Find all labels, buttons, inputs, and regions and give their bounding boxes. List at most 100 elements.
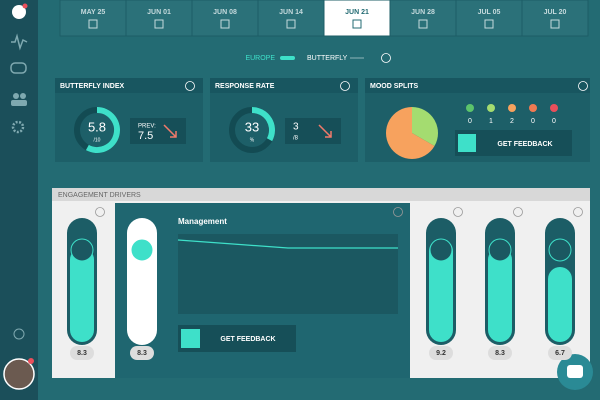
- tab-icon: [88, 19, 98, 29]
- tab-icon: [418, 19, 428, 29]
- card-header: [210, 78, 358, 93]
- date-tab-label[interactable]: JUN 08: [213, 9, 237, 16]
- notification-dot: [22, 3, 28, 9]
- date-tab-label[interactable]: JUL 05: [478, 9, 501, 16]
- mood-count: 0: [552, 118, 556, 125]
- tab-icon: [220, 19, 230, 29]
- legend-label[interactable]: BUTTERFLY: [307, 55, 348, 62]
- value-badge: [130, 346, 154, 360]
- card-title: RESPONSE RATE: [215, 83, 275, 90]
- driver-value: 9.2: [436, 350, 446, 357]
- trend-line: [177, 239, 398, 249]
- info-icon[interactable]: [578, 81, 588, 91]
- date-tab-label[interactable]: JUN 21: [345, 9, 369, 16]
- card-header: [365, 78, 590, 93]
- prev-value: 7.5: [138, 130, 153, 142]
- responses: 3: [293, 122, 299, 133]
- info-icon[interactable]: [13, 328, 25, 340]
- card-header: [55, 78, 203, 93]
- people-icon[interactable]: [13, 93, 19, 99]
- trend-chart: [178, 234, 398, 314]
- settings-icon[interactable]: [11, 120, 25, 134]
- gauge-arc: [85, 107, 120, 153]
- responses-total: /8: [293, 136, 299, 142]
- driver-fill: [548, 266, 572, 342]
- pulse-icon[interactable]: [11, 33, 28, 51]
- value-badge: [70, 346, 94, 360]
- driver-value: 8.3: [495, 350, 505, 357]
- section-header: [52, 188, 590, 201]
- gauge-unit: %: [250, 137, 255, 143]
- info-icon[interactable]: [95, 207, 105, 217]
- toggle[interactable]: [280, 56, 295, 60]
- tab-icon: [352, 19, 362, 29]
- driver-fill: [70, 247, 94, 342]
- people-icon: [20, 93, 26, 99]
- date-tab[interactable]: [191, 0, 259, 37]
- date-tab[interactable]: [125, 0, 193, 37]
- date-tab-label[interactable]: JUN 01: [147, 9, 171, 16]
- driver-icon: [488, 238, 512, 262]
- prev-label: PREV:: [138, 124, 156, 130]
- info-icon[interactable]: [381, 53, 391, 63]
- date-tab-label[interactable]: JUN 14: [279, 9, 303, 16]
- mood-count: 2: [510, 118, 514, 125]
- info-icon[interactable]: [573, 207, 583, 217]
- sidebar: [0, 0, 38, 400]
- driver-name: Management: [178, 217, 227, 226]
- info-icon[interactable]: [453, 207, 463, 217]
- date-tab[interactable]: [257, 0, 325, 37]
- date-tab[interactable]: [323, 0, 391, 37]
- driver-fill: [429, 239, 453, 342]
- info-icon[interactable]: [513, 207, 523, 217]
- gauge-value: 33: [245, 119, 259, 134]
- tab-icon: [484, 19, 494, 29]
- chat-icon[interactable]: [10, 62, 27, 74]
- value-badge: [429, 346, 453, 360]
- mood-emoji: [508, 104, 516, 112]
- date-tab[interactable]: [389, 0, 457, 37]
- date-tab-label[interactable]: JUL 20: [544, 9, 567, 16]
- legend-label[interactable]: EUROPE: [245, 55, 275, 62]
- driver-value: 8.3: [77, 350, 87, 357]
- value-badge: [488, 346, 512, 360]
- gauge-arc: [251, 107, 275, 142]
- driver-fill: [130, 245, 154, 342]
- date-tab-label[interactable]: JUN 28: [411, 9, 435, 16]
- driver-value: 8.3: [137, 350, 147, 357]
- gauge-value: 5.8: [88, 119, 106, 134]
- button-label[interactable]: GET FEEDBACK: [220, 336, 275, 343]
- mood-count: 0: [531, 118, 535, 125]
- tab-icon: [286, 19, 296, 29]
- driver-icon: [548, 238, 572, 262]
- value-badge: [548, 346, 572, 360]
- tab-icon: [154, 19, 164, 29]
- info-icon[interactable]: [340, 81, 350, 91]
- date-tab[interactable]: [455, 0, 523, 37]
- button-label[interactable]: GET FEEDBACK: [497, 141, 552, 148]
- info-icon[interactable]: [185, 81, 195, 91]
- pie-slice: [412, 107, 438, 146]
- driver-icon: [70, 238, 94, 262]
- avatar[interactable]: [3, 358, 35, 390]
- date-tab[interactable]: [521, 0, 589, 37]
- gauge-scale: /10: [94, 137, 101, 143]
- date-tab-label[interactable]: MAY 25: [81, 9, 106, 16]
- section-title: ENGAGEMENT DRIVERS: [58, 192, 141, 199]
- notification-dot: [28, 358, 34, 364]
- driver-value: 6.7: [555, 350, 565, 357]
- down-arrow: [163, 124, 177, 138]
- people-icon: [11, 100, 27, 106]
- button-icon: [181, 329, 200, 348]
- driver-fill: [488, 247, 512, 342]
- chat-icon: [567, 365, 583, 378]
- mood-count: 1: [489, 118, 493, 125]
- logo[interactable]: [12, 5, 26, 19]
- mood-emoji: [487, 104, 495, 112]
- date-tab[interactable]: [59, 0, 127, 37]
- mood-emoji: [529, 104, 537, 112]
- info-icon[interactable]: [393, 207, 403, 217]
- mood-emoji: [466, 104, 474, 112]
- card-title: BUTTERFLY INDEX: [60, 83, 125, 90]
